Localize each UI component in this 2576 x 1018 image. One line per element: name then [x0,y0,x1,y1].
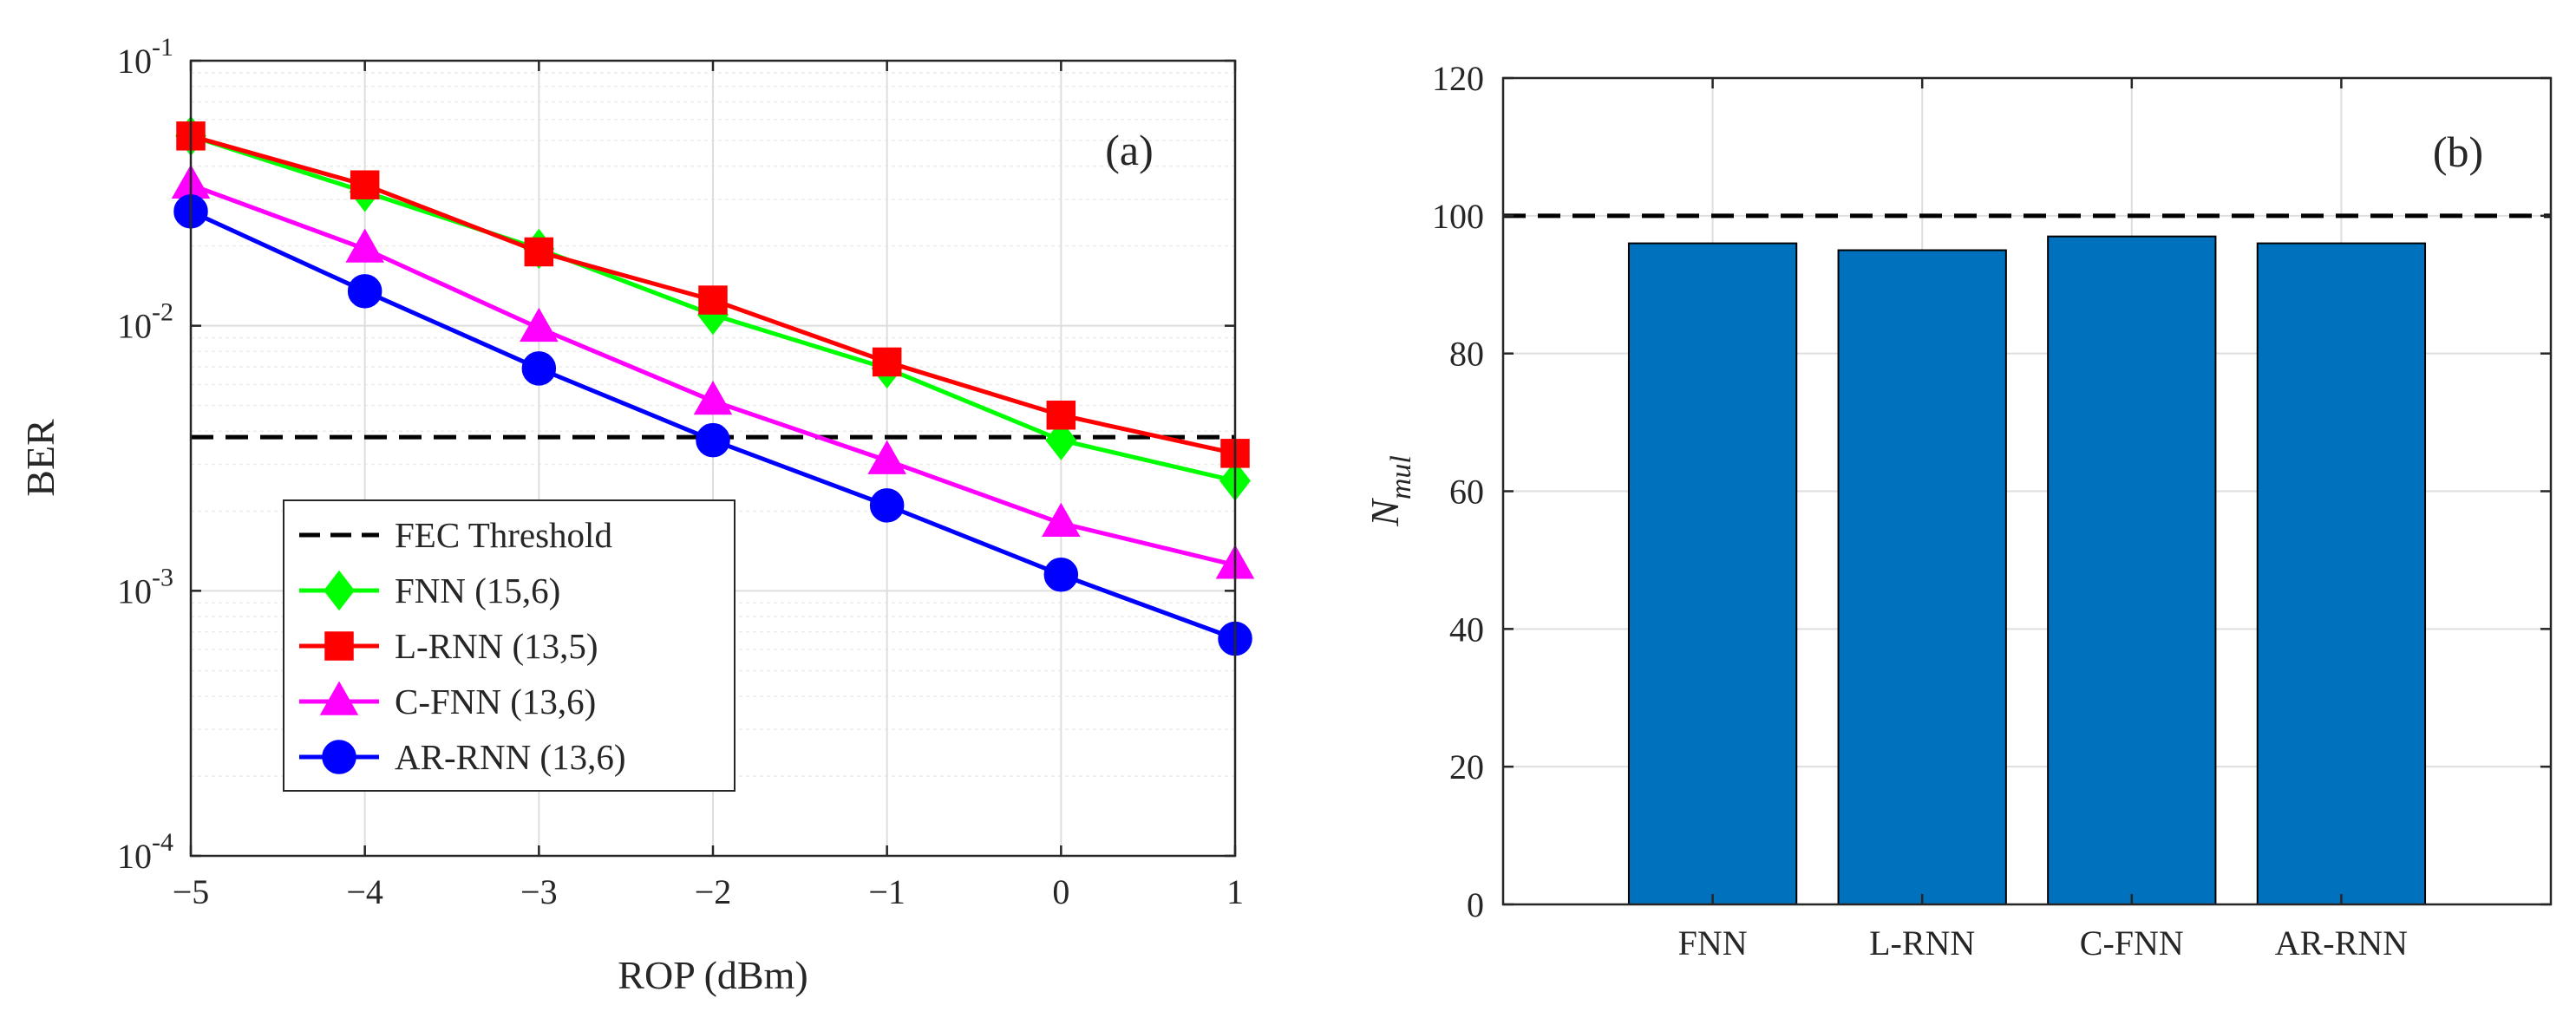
b-x-tick-label: L-RNN [1869,923,1975,963]
legend-marker [324,570,355,611]
data-point [869,488,905,523]
b-x-tick-label: C-FNN [2080,923,2184,963]
b-y-tick-label: 40 [1449,610,1484,649]
b-y-tick-label: 120 [1432,59,1484,98]
a-y-tick-exp: -4 [152,828,173,857]
legend-entry: C-FNN (13,6) [299,681,596,721]
data-point [1046,401,1076,430]
a-y-tick-label: 10-4 [117,828,173,876]
b-y-axis-label-sub: mul [1385,455,1417,499]
b-y-tick-label: 80 [1449,335,1484,374]
data-point [521,351,557,386]
legend-label: L-RNN (13,5) [395,626,598,666]
data-point [1042,502,1081,538]
data-point [1043,558,1079,592]
a-x-tick-label: 1 [1226,872,1244,911]
a-x-tick-label: 0 [1052,872,1069,911]
legend-label: AR-RNN (13,6) [395,737,625,777]
data-point [524,237,554,267]
a-y-tick-base: 10 [117,571,152,610]
a-legend: FEC Threshold FNN (15,6) L-RNN (13,5) C-FNN… [283,499,736,792]
a-x-tick-labels: −5 −4 −3 −2 −1 0 1 [173,61,1244,911]
b-y-axis-label: Nmul [1363,455,1417,527]
data-point [350,170,380,199]
legend-entry: FNN (15,6) [299,570,560,611]
a-y-tick-label: 10-2 [117,298,173,346]
legend-marker [319,681,359,715]
b-y-tick-label: 0 [1467,885,1484,924]
b-y-tick-label: 60 [1449,473,1484,512]
a-y-tick-base: 10 [117,42,152,81]
a-y-tick-exp: -3 [152,563,173,591]
b-x-tick-label: FNN [1678,923,1748,963]
a-panel-label: (a) [1105,126,1154,174]
a-y-tick-base: 10 [117,837,152,876]
data-point [1045,420,1077,460]
legend-entry: FEC Threshold [299,515,612,555]
legend-marker [324,631,354,661]
b-y-tick-label: 20 [1449,747,1484,786]
nmul-bar-chart: FNN L-RNN C-FNN AR-RNN 0 20 40 60 80 100 120 Nmul… [1363,59,2553,963]
a-y-tick-label: 10-3 [117,563,173,610]
legend-entry: L-RNN (13,5) [299,626,598,666]
a-x-tick-label: −2 [695,872,732,911]
a-x-tick-label: −5 [173,872,210,911]
bar-ar-rnn [2256,242,2427,906]
a-y-tick-exp: -1 [152,33,173,62]
a-x-axis-label: ROP (dBm) [618,953,807,997]
a-x-tick-label: −3 [520,872,558,911]
a-y-tick-label: 10-1 [117,33,173,81]
legend-label: C-FNN (13,6) [395,682,596,721]
bar-l-rnn [1837,249,2007,905]
data-point [345,228,384,263]
a-y-axis-label: BER [18,419,62,497]
data-point [520,307,559,343]
b-x-tick-label: AR-RNN [2275,923,2408,963]
b-x-tick-labels: FNN L-RNN C-FNN AR-RNN [1678,78,2408,963]
data-point [693,380,733,415]
b-y-tick-labels: 0 20 40 60 80 100 120 [1432,59,2551,924]
legend-entry: AR-RNN (13,6) [299,737,625,777]
bar-fnn [1627,242,1798,906]
data-point [347,274,382,309]
bar-c-fnn [2047,235,2217,905]
data-point [696,422,730,458]
b-y-tick-label: 100 [1432,197,1484,236]
a-y-tick-exp: -2 [152,298,173,327]
data-point [867,440,906,474]
data-point [698,285,728,315]
a-y-tick-labels: 10-410-310-210-1 [117,33,1235,876]
a-y-tick-base: 10 [117,307,152,346]
a-x-tick-label: −4 [346,872,383,911]
data-point [872,347,902,377]
ber-vs-rop-chart: −5 −4 −3 −2 −1 0 1 10-410-310-210-1 ROP (dBm) … [18,33,1255,997]
legend-marker [322,740,356,774]
legend-label: FNN (15,6) [395,571,560,610]
b-bars-group [1627,235,2427,906]
b-panel-label: (b) [2433,127,2483,176]
a-x-tick-label: −1 [868,872,906,911]
b-y-axis-label-base: N [1363,498,1407,527]
legend-label: FEC Threshold [395,515,612,555]
